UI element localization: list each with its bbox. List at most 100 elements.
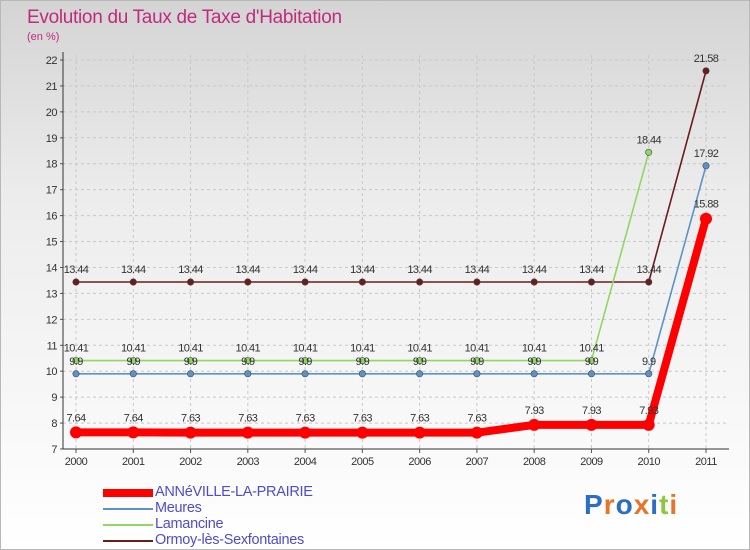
data-label-lamancine: 10.41 xyxy=(350,343,375,355)
data-label-ann-ville-la-prairie: 7.93 xyxy=(525,405,544,417)
x-tick-label: 2007 xyxy=(466,456,489,468)
x-tick-label: 2004 xyxy=(294,456,317,468)
data-label-ann-ville-la-prairie: 7.64 xyxy=(66,412,85,424)
data-point-ann-ville-la-prairie xyxy=(528,418,541,431)
data-point-ann-ville-la-prairie xyxy=(413,426,426,439)
data-point-lamancine xyxy=(645,148,653,156)
data-label-lamancine: 10.41 xyxy=(407,343,432,355)
data-label-ormoy-l-s-sexfontaines: 21.58 xyxy=(694,53,719,65)
x-tick-label: 2003 xyxy=(237,456,260,468)
data-label-ormoy-l-s-sexfontaines: 13.44 xyxy=(579,264,604,276)
data-label-meures: 9.9 xyxy=(413,356,427,368)
y-tick-label: 13 xyxy=(46,288,58,300)
series-line-meures xyxy=(75,165,707,375)
data-point-lamancine xyxy=(129,357,137,365)
data-label-lamancine: 10.41 xyxy=(579,343,604,355)
legend-label: ANNéVILLE-LA-PRAIRIE xyxy=(155,484,313,500)
y-tick-label: 18 xyxy=(46,159,58,171)
data-point-meures xyxy=(587,370,595,378)
data-label-lamancine: 18.44 xyxy=(636,134,661,146)
data-point-lamancine xyxy=(416,357,424,365)
data-label-ann-ville-la-prairie: 7.93 xyxy=(582,405,601,417)
legend-swatch xyxy=(103,524,153,526)
data-point-ann-ville-la-prairie xyxy=(470,426,483,439)
data-label-lamancine: 10.41 xyxy=(236,343,261,355)
data-point-ann-ville-la-prairie xyxy=(70,426,82,439)
data-point-ann-ville-la-prairie xyxy=(642,418,655,431)
data-label-ormoy-l-s-sexfontaines: 13.44 xyxy=(178,264,203,276)
data-point-ormoy-l-s-sexfontaines xyxy=(244,278,252,286)
y-tick-label: 10 xyxy=(46,366,58,378)
data-label-meures: 9.9 xyxy=(69,356,83,368)
data-label-meures: 9.9 xyxy=(470,356,484,368)
data-point-lamancine xyxy=(301,357,309,365)
data-label-lamancine: 10.41 xyxy=(465,343,490,355)
data-label-ormoy-l-s-sexfontaines: 13.44 xyxy=(350,264,375,276)
data-point-ormoy-l-s-sexfontaines xyxy=(530,278,538,286)
y-tick-label: 15 xyxy=(46,237,58,249)
data-point-lamancine xyxy=(187,357,195,365)
legend-swatch xyxy=(103,540,153,542)
data-label-ormoy-l-s-sexfontaines: 13.44 xyxy=(64,264,89,276)
data-point-ann-ville-la-prairie xyxy=(299,426,312,439)
x-tick-label: 2000 xyxy=(65,456,88,468)
y-tick-label: 19 xyxy=(46,133,58,145)
data-point-lamancine xyxy=(358,357,366,365)
data-label-meures: 9.9 xyxy=(127,356,141,368)
x-tick-label: 2006 xyxy=(408,456,431,468)
data-point-ann-ville-la-prairie xyxy=(585,418,598,431)
data-label-ormoy-l-s-sexfontaines: 13.44 xyxy=(407,264,432,276)
data-label-meures: 9.9 xyxy=(356,356,370,368)
data-point-lamancine xyxy=(244,357,252,365)
data-label-ormoy-l-s-sexfontaines: 13.44 xyxy=(236,264,261,276)
data-point-meures xyxy=(129,370,137,378)
data-label-ormoy-l-s-sexfontaines: 13.44 xyxy=(293,264,318,276)
x-tick-label: 2008 xyxy=(523,456,546,468)
y-tick-label: 17 xyxy=(46,185,58,197)
data-label-ormoy-l-s-sexfontaines: 13.44 xyxy=(121,264,146,276)
data-point-ann-ville-la-prairie xyxy=(241,426,254,439)
data-label-meures: 9.9 xyxy=(642,356,656,368)
proxiti-logo: Proxiti xyxy=(584,489,679,520)
x-tick-label: 2010 xyxy=(637,456,660,468)
data-label-lamancine: 10.41 xyxy=(178,343,203,355)
y-tick-label: 20 xyxy=(46,107,58,119)
y-tick-label: 21 xyxy=(46,81,58,93)
legend-swatch xyxy=(103,489,153,497)
data-point-meures xyxy=(244,370,252,378)
data-label-ann-ville-la-prairie: 7.63 xyxy=(410,413,429,425)
legend-label: Meures xyxy=(155,500,202,516)
data-label-ann-ville-la-prairie: 15.88 xyxy=(694,199,719,211)
data-label-ann-ville-la-prairie: 7.63 xyxy=(238,413,257,425)
data-label-ann-ville-la-prairie: 7.63 xyxy=(296,413,315,425)
data-point-ann-ville-la-prairie xyxy=(700,212,712,225)
legend-swatch xyxy=(103,508,153,510)
data-point-ormoy-l-s-sexfontaines xyxy=(416,278,424,286)
data-point-lamancine xyxy=(473,357,481,365)
data-label-lamancine: 10.41 xyxy=(121,343,146,355)
data-label-ormoy-l-s-sexfontaines: 13.44 xyxy=(465,264,490,276)
data-label-ann-ville-la-prairie: 7.64 xyxy=(124,412,143,424)
data-point-meures xyxy=(187,370,195,378)
data-point-ormoy-l-s-sexfontaines xyxy=(72,278,80,286)
chart-unit-label: (en %) xyxy=(27,31,60,43)
x-tick-label: 2005 xyxy=(351,456,374,468)
data-point-meures xyxy=(416,370,424,378)
y-tick-label: 12 xyxy=(46,314,58,326)
data-point-ormoy-l-s-sexfontaines xyxy=(587,278,595,286)
x-tick-label: 2001 xyxy=(122,456,145,468)
y-tick-label: 22 xyxy=(46,55,58,67)
x-tick-label: 2011 xyxy=(695,456,717,468)
data-label-ann-ville-la-prairie: 7.63 xyxy=(181,413,200,425)
y-tick-label: 7 xyxy=(51,444,57,456)
data-point-ormoy-l-s-sexfontaines xyxy=(645,278,653,286)
x-tick-label: 2009 xyxy=(580,456,603,468)
series-line-ormoy-l-s-sexfontaines xyxy=(75,70,707,283)
data-point-lamancine xyxy=(530,357,538,365)
data-label-meures: 17.92 xyxy=(694,148,719,160)
data-label-meures: 9.9 xyxy=(241,356,255,368)
data-point-lamancine xyxy=(587,357,595,365)
data-point-meures xyxy=(645,370,653,378)
